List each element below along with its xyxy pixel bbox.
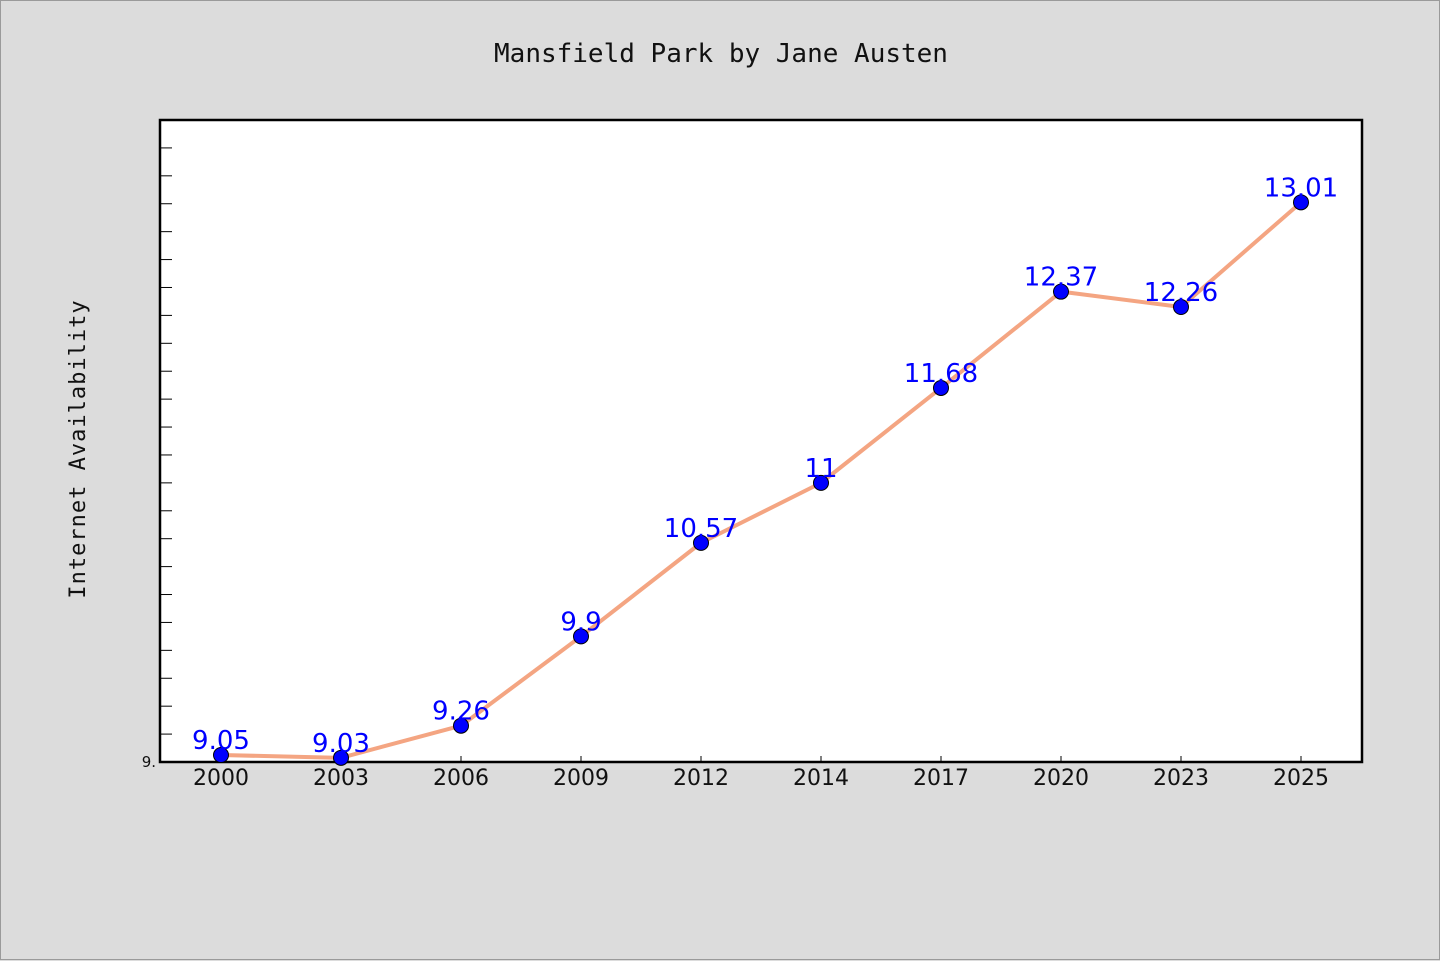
data-label: 11 xyxy=(804,454,837,484)
x-axis-ticks: 2000 2003 2006 2009 2012 2014 2017 2020 2023 2025 xyxy=(193,756,1329,791)
x-tick-label: 2006 xyxy=(433,766,489,791)
data-point xyxy=(813,474,829,491)
data-label: 11.68 xyxy=(904,359,978,389)
data-label: 9.9 xyxy=(560,607,601,637)
data-point xyxy=(1293,194,1309,211)
x-tick-label: 2014 xyxy=(793,766,849,791)
data-point xyxy=(933,379,949,396)
data-label: 9.26 xyxy=(432,697,490,727)
data-label: 12.37 xyxy=(1024,263,1098,293)
data-point xyxy=(453,717,469,734)
data-label: 9.05 xyxy=(192,726,250,756)
y-tick-label: 9. xyxy=(142,753,156,771)
data-label: 10.57 xyxy=(664,514,738,544)
data-point xyxy=(1053,283,1069,300)
x-tick-label: 2017 xyxy=(913,766,969,791)
data-point xyxy=(573,628,589,645)
series-group: 9.05 9.03 9.26 9.9 10.57 11 11.68 12.37 12.26 13.… xyxy=(192,173,1338,766)
x-tick-label: 2003 xyxy=(313,766,369,791)
x-tick-label: 2000 xyxy=(193,766,249,791)
data-point xyxy=(1173,299,1189,316)
data-label: 9.03 xyxy=(312,729,370,759)
data-label: 13.01 xyxy=(1264,173,1338,203)
chart-title: Mansfield Park by Jane Austen xyxy=(494,39,948,69)
data-point xyxy=(693,534,709,551)
plot-area xyxy=(158,118,1364,764)
data-point xyxy=(333,749,349,766)
y-axis-ticks: 9. xyxy=(142,147,172,771)
x-tick-label: 2025 xyxy=(1273,766,1329,791)
data-point xyxy=(213,747,229,764)
data-label: 12.26 xyxy=(1144,278,1218,308)
x-tick-label: 2012 xyxy=(673,766,729,791)
series-line xyxy=(220,200,1303,760)
y-axis-label: Internet Availability xyxy=(66,299,91,598)
x-tick-label: 2009 xyxy=(553,766,609,791)
x-tick-label: 2023 xyxy=(1153,766,1209,791)
x-tick-label: 2020 xyxy=(1033,766,1089,791)
